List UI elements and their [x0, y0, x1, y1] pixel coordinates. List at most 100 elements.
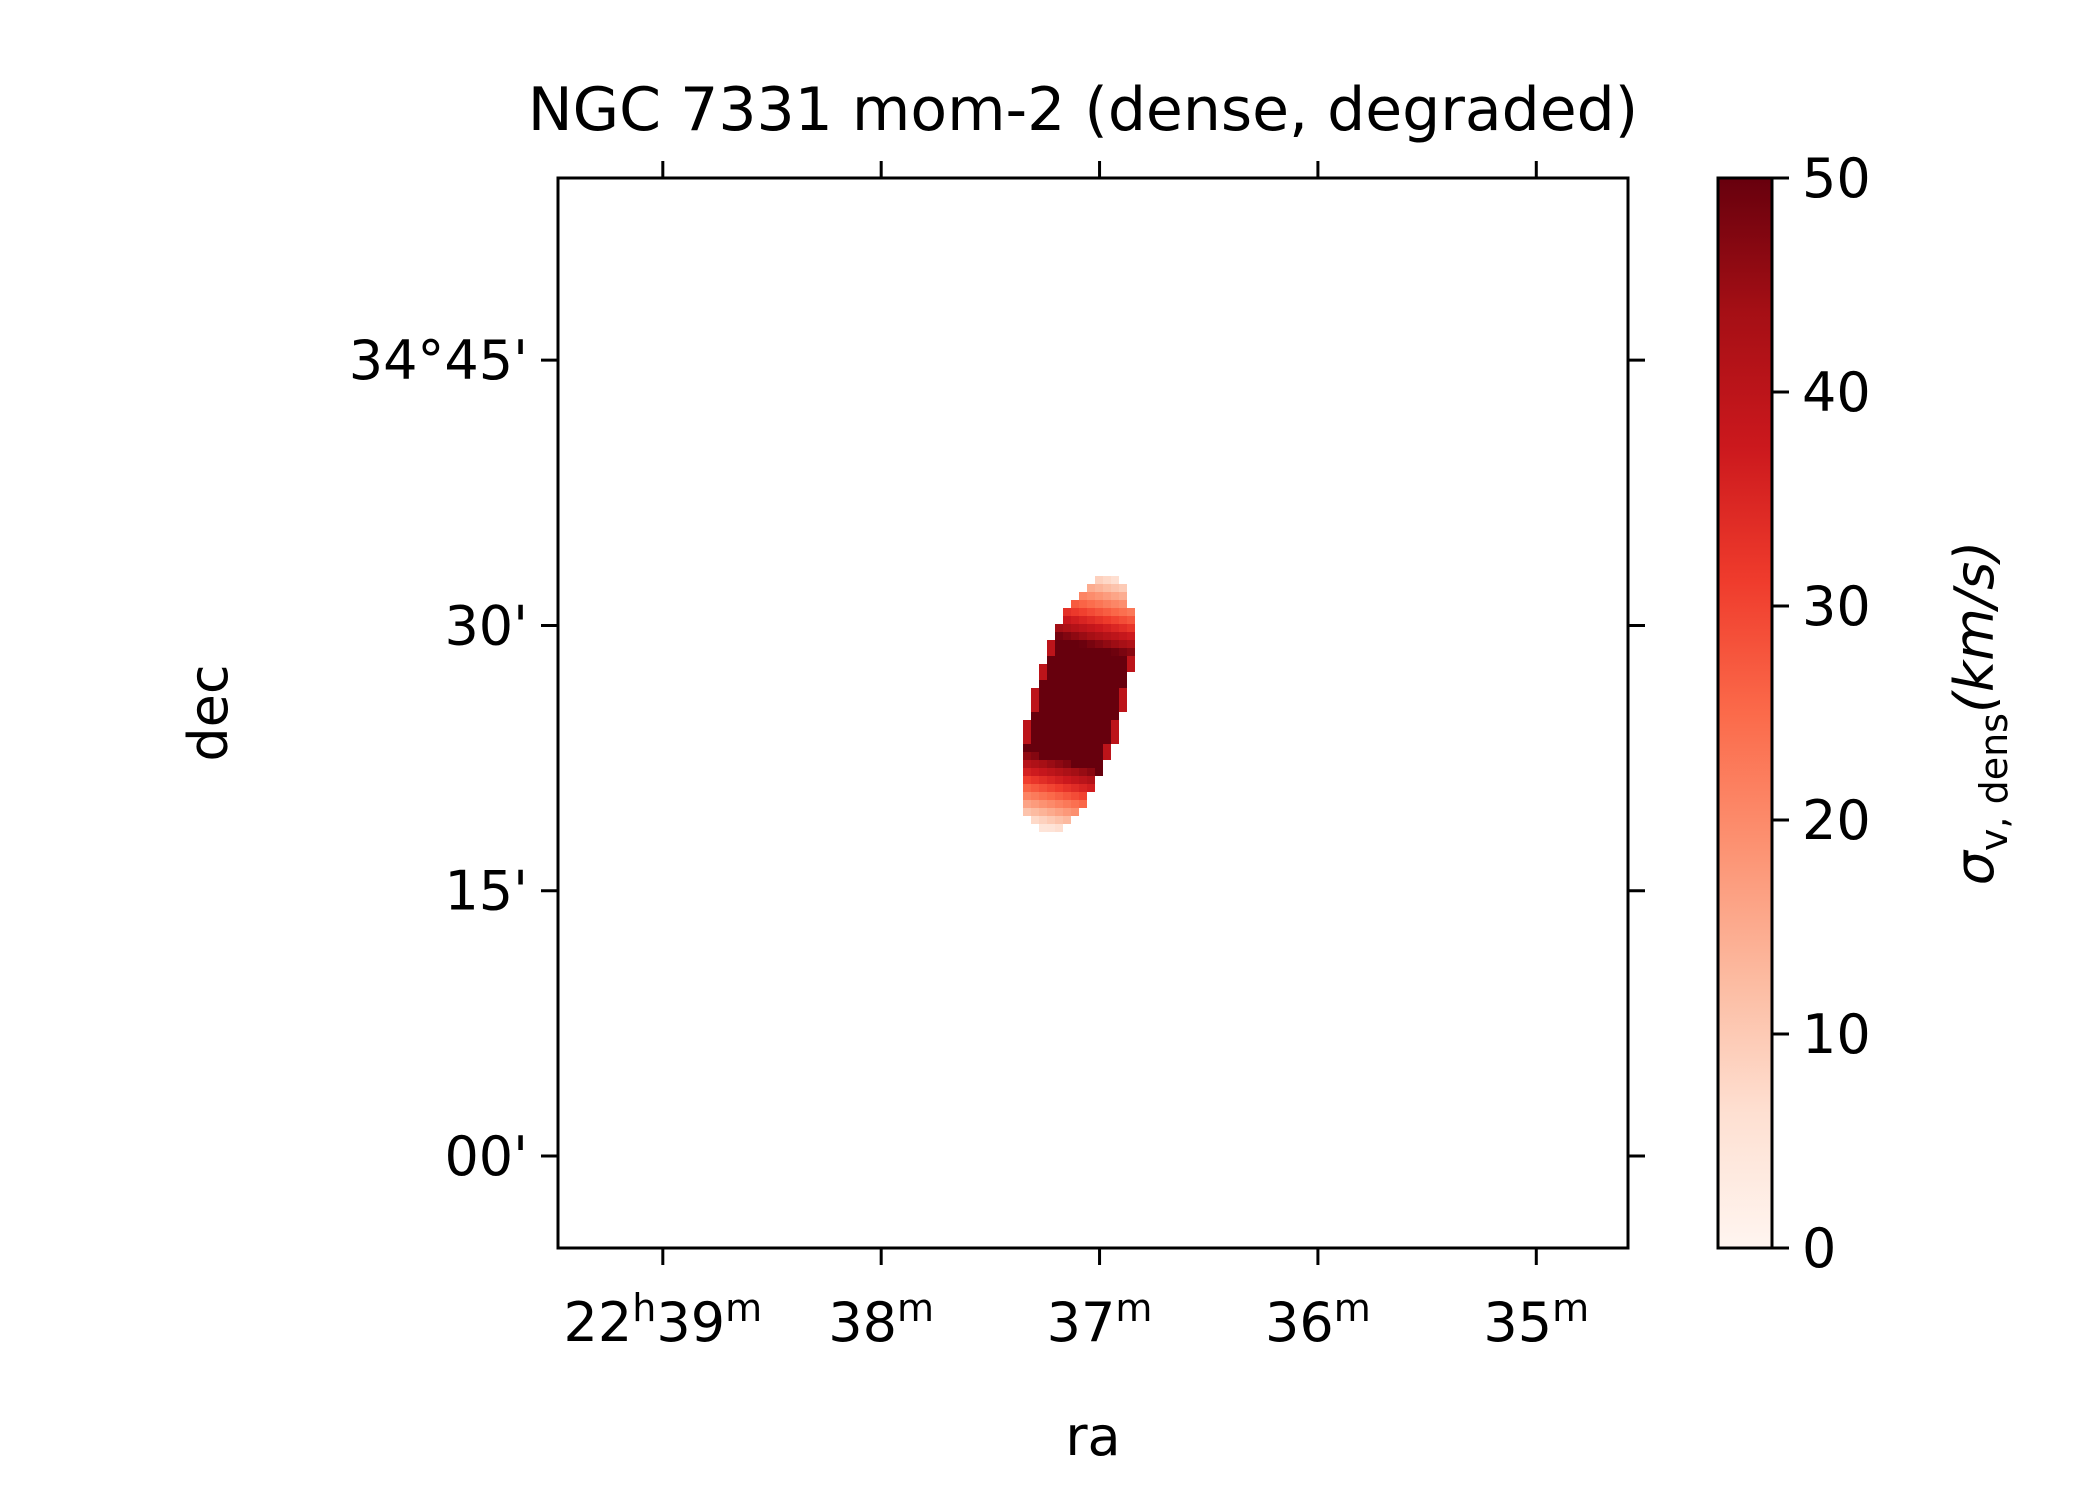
heatmap-cell: [1103, 576, 1111, 584]
heatmap-cell: [1063, 656, 1071, 664]
heatmap-cell: [1047, 680, 1055, 688]
heatmap-cell: [1071, 808, 1079, 816]
heatmap-cell: [1079, 664, 1087, 672]
heatmap-cell: [1103, 752, 1111, 760]
heatmap-cell: [1031, 792, 1039, 800]
heatmap-cell: [1095, 744, 1103, 752]
chart-title: NGC 7331 mom-2 (dense, degraded): [528, 75, 1638, 145]
x-tick-label: 38m: [828, 1286, 934, 1354]
heatmap-cell: [1055, 768, 1063, 776]
heatmap-cell: [1047, 752, 1055, 760]
heatmap-cell: [1071, 624, 1079, 632]
heatmap-cell: [1103, 672, 1111, 680]
colorbar-label: σv, dens(km/s): [1943, 541, 2016, 886]
heatmap-cell: [1071, 656, 1079, 664]
heatmap-cell: [1127, 624, 1135, 632]
heatmap-cell: [1023, 728, 1031, 736]
heatmap-cell: [1055, 664, 1063, 672]
heatmap-cell: [1111, 624, 1119, 632]
heatmap-cell: [1063, 632, 1071, 640]
x-tick-label: 22h39m: [564, 1286, 763, 1354]
heatmap-cell: [1127, 608, 1135, 616]
heatmap-cell: [1111, 648, 1119, 656]
heatmap-cell: [1071, 688, 1079, 696]
heatmap-cell: [1063, 624, 1071, 632]
heatmap-cell: [1095, 672, 1103, 680]
heatmap-cell: [1087, 760, 1095, 768]
heatmap-cell: [1063, 696, 1071, 704]
heatmap-cell: [1119, 624, 1127, 632]
heatmap-cell: [1079, 712, 1087, 720]
heatmap-cell: [1039, 712, 1047, 720]
heatmap-cell: [1047, 672, 1055, 680]
colorbar-ticks: 0 10 20 30 40 50: [1772, 147, 1871, 1280]
heatmap-cell: [1055, 704, 1063, 712]
heatmap-cell: [1079, 624, 1087, 632]
heatmap-cell: [1031, 736, 1039, 744]
heatmap-cell: [1095, 720, 1103, 728]
heatmap-cell: [1111, 688, 1119, 696]
heatmap-cell: [1119, 592, 1127, 600]
heatmap-cell: [1047, 760, 1055, 768]
heatmap-cell: [1031, 816, 1039, 824]
heatmap-cell: [1063, 680, 1071, 688]
heatmap-cell: [1087, 784, 1095, 792]
heatmap-cell: [1063, 712, 1071, 720]
heatmap-cell: [1055, 648, 1063, 656]
heatmap-cell: [1087, 648, 1095, 656]
heatmap-cell: [1047, 728, 1055, 736]
heatmap-cell: [1063, 760, 1071, 768]
heatmap-cell: [1023, 752, 1031, 760]
heatmap-cell: [1023, 800, 1031, 808]
heatmap-cell: [1111, 696, 1119, 704]
heatmap-cell: [1127, 632, 1135, 640]
heatmap-cell: [1087, 632, 1095, 640]
heatmap-cell: [1055, 784, 1063, 792]
heatmap-cell: [1063, 768, 1071, 776]
heatmap-cell: [1071, 784, 1079, 792]
colorbar-tick-label: 0: [1802, 1217, 1836, 1280]
heatmap-cell: [1095, 712, 1103, 720]
heatmap-cell: [1087, 672, 1095, 680]
heatmap-cell: [1103, 720, 1111, 728]
heatmap-cell: [1079, 648, 1087, 656]
heatmap-cell: [1071, 608, 1079, 616]
heatmap-cell: [1119, 688, 1127, 696]
heatmap-cell: [1071, 776, 1079, 784]
heatmap-cell: [1095, 648, 1103, 656]
heatmap-cell: [1063, 688, 1071, 696]
heatmap-cell: [1055, 712, 1063, 720]
heatmap-cell: [1119, 600, 1127, 608]
heatmap-cell: [1071, 616, 1079, 624]
heatmap-cell: [1023, 784, 1031, 792]
heatmap-cell: [1071, 792, 1079, 800]
heatmap-cell: [1039, 720, 1047, 728]
heatmap-cell: [1103, 616, 1111, 624]
heatmap-cell: [1103, 688, 1111, 696]
heatmap-cell: [1079, 616, 1087, 624]
heatmap-cell: [1047, 792, 1055, 800]
heatmap-cell: [1039, 736, 1047, 744]
heatmap-cell: [1095, 632, 1103, 640]
heatmap-cell: [1103, 704, 1111, 712]
colorbar-tick-label: 30: [1802, 575, 1871, 638]
heatmap-cell: [1055, 760, 1063, 768]
heatmap-cell: [1119, 608, 1127, 616]
heatmap-cell: [1095, 592, 1103, 600]
x-axis-label: ra: [1065, 1405, 1120, 1468]
heatmap-cell: [1055, 680, 1063, 688]
heatmap-cell: [1039, 800, 1047, 808]
heatmap-cell: [1079, 728, 1087, 736]
heatmap-cell: [1095, 752, 1103, 760]
heatmap-cell: [1095, 600, 1103, 608]
heatmap-cell: [1071, 640, 1079, 648]
heatmap-cell: [1031, 760, 1039, 768]
heatmap-cell: [1095, 584, 1103, 592]
heatmap-cell: [1047, 688, 1055, 696]
heatmap-cell: [1103, 640, 1111, 648]
heatmap-cell: [1087, 584, 1095, 592]
heatmap-cell: [1031, 744, 1039, 752]
heatmap-cell: [1103, 624, 1111, 632]
colorbar-tick-label: 10: [1802, 1003, 1871, 1066]
